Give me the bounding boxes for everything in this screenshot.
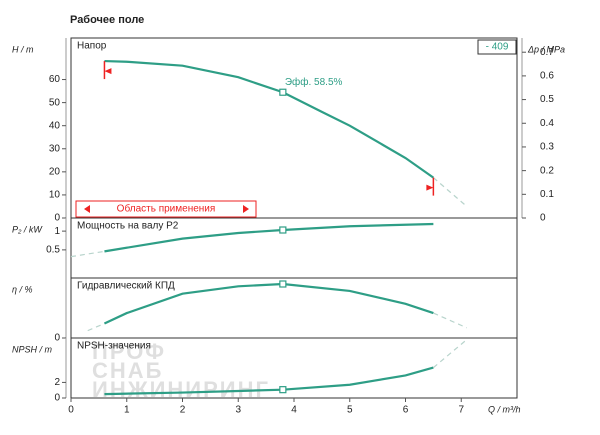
range-arrow — [426, 184, 434, 191]
curve — [104, 222, 434, 253]
badge: - 409 — [486, 42, 509, 53]
x-tick-label: 5 — [347, 405, 353, 416]
y-axis-label: H / m — [12, 44, 34, 54]
watermark: ПРОФ — [92, 339, 166, 364]
y-axis-label: P₂ / kW — [12, 224, 43, 234]
x-tick-label: 6 — [403, 405, 409, 416]
duty-point — [279, 88, 287, 96]
curve-label: Напор — [77, 41, 107, 52]
x-tick-label: 3 — [235, 405, 241, 416]
y-axis-label: NPSH / m — [12, 344, 53, 354]
y2-tick-label: 0 — [540, 213, 546, 224]
y2-tick-label: 0.7 — [540, 47, 554, 58]
badge-box — [477, 39, 517, 55]
y2-tick-label: 0.1 — [540, 189, 554, 200]
y2-tick-label: 0.5 — [540, 94, 554, 105]
y-tick-label: 10 — [49, 190, 61, 201]
y-tick-label: 0 — [54, 213, 60, 224]
curve-label: Мощность на валу P2 — [77, 221, 179, 232]
curve-label: Гидравлический КПД — [77, 281, 175, 292]
y2-tick-label: 0.4 — [540, 118, 554, 129]
duty-point — [279, 280, 287, 288]
x-axis-label: Q / m³/h — [488, 404, 521, 414]
plot-frame — [70, 37, 518, 219]
y-tick-label: 0 — [54, 393, 60, 404]
y-tick-label: 20 — [49, 166, 61, 177]
x-tick-label: 0 — [68, 405, 74, 416]
curve-label: NPSH-значения — [77, 341, 151, 352]
y-tick-label: 0 — [54, 333, 60, 344]
chart-title: Рабочее поле — [70, 14, 144, 26]
range-arrow — [104, 68, 112, 75]
watermark: СНАБ — [92, 358, 163, 383]
curve — [432, 177, 468, 207]
y-tick-label: 2 — [54, 377, 60, 388]
y-tick-label: 0.5 — [46, 245, 60, 256]
curve — [87, 322, 105, 332]
y2-tick-label: 0.6 — [540, 71, 554, 82]
curve — [103, 282, 434, 325]
duty-point — [279, 386, 287, 394]
x-tick-label: 4 — [291, 405, 297, 416]
y-tick-label: 40 — [49, 120, 61, 131]
curve — [433, 312, 468, 329]
range-arrow-left — [84, 205, 90, 213]
x-tick-label: 7 — [458, 405, 464, 416]
range-box — [75, 200, 257, 218]
y-tick-label: 60 — [49, 74, 61, 85]
y2-axis-label: Δp / MPa — [527, 44, 565, 54]
y-tick-label: 1 — [54, 226, 60, 237]
y-tick-label: 50 — [49, 97, 61, 108]
range-label: Область применения — [117, 203, 216, 215]
curve — [432, 339, 468, 369]
x-tick-label: 2 — [180, 405, 186, 416]
curve — [104, 59, 435, 179]
y-tick-label: 30 — [49, 143, 61, 154]
y-axis-label: η / % — [12, 284, 33, 294]
x-tick-label: 1 — [124, 405, 130, 416]
duty-point — [279, 226, 287, 234]
y2-tick-label: 0.2 — [540, 165, 554, 176]
efficiency-label: Эфф. 58.5% — [285, 76, 343, 88]
curve — [70, 250, 105, 258]
range-arrow-right — [243, 205, 249, 213]
y2-tick-label: 0.3 — [540, 142, 554, 153]
